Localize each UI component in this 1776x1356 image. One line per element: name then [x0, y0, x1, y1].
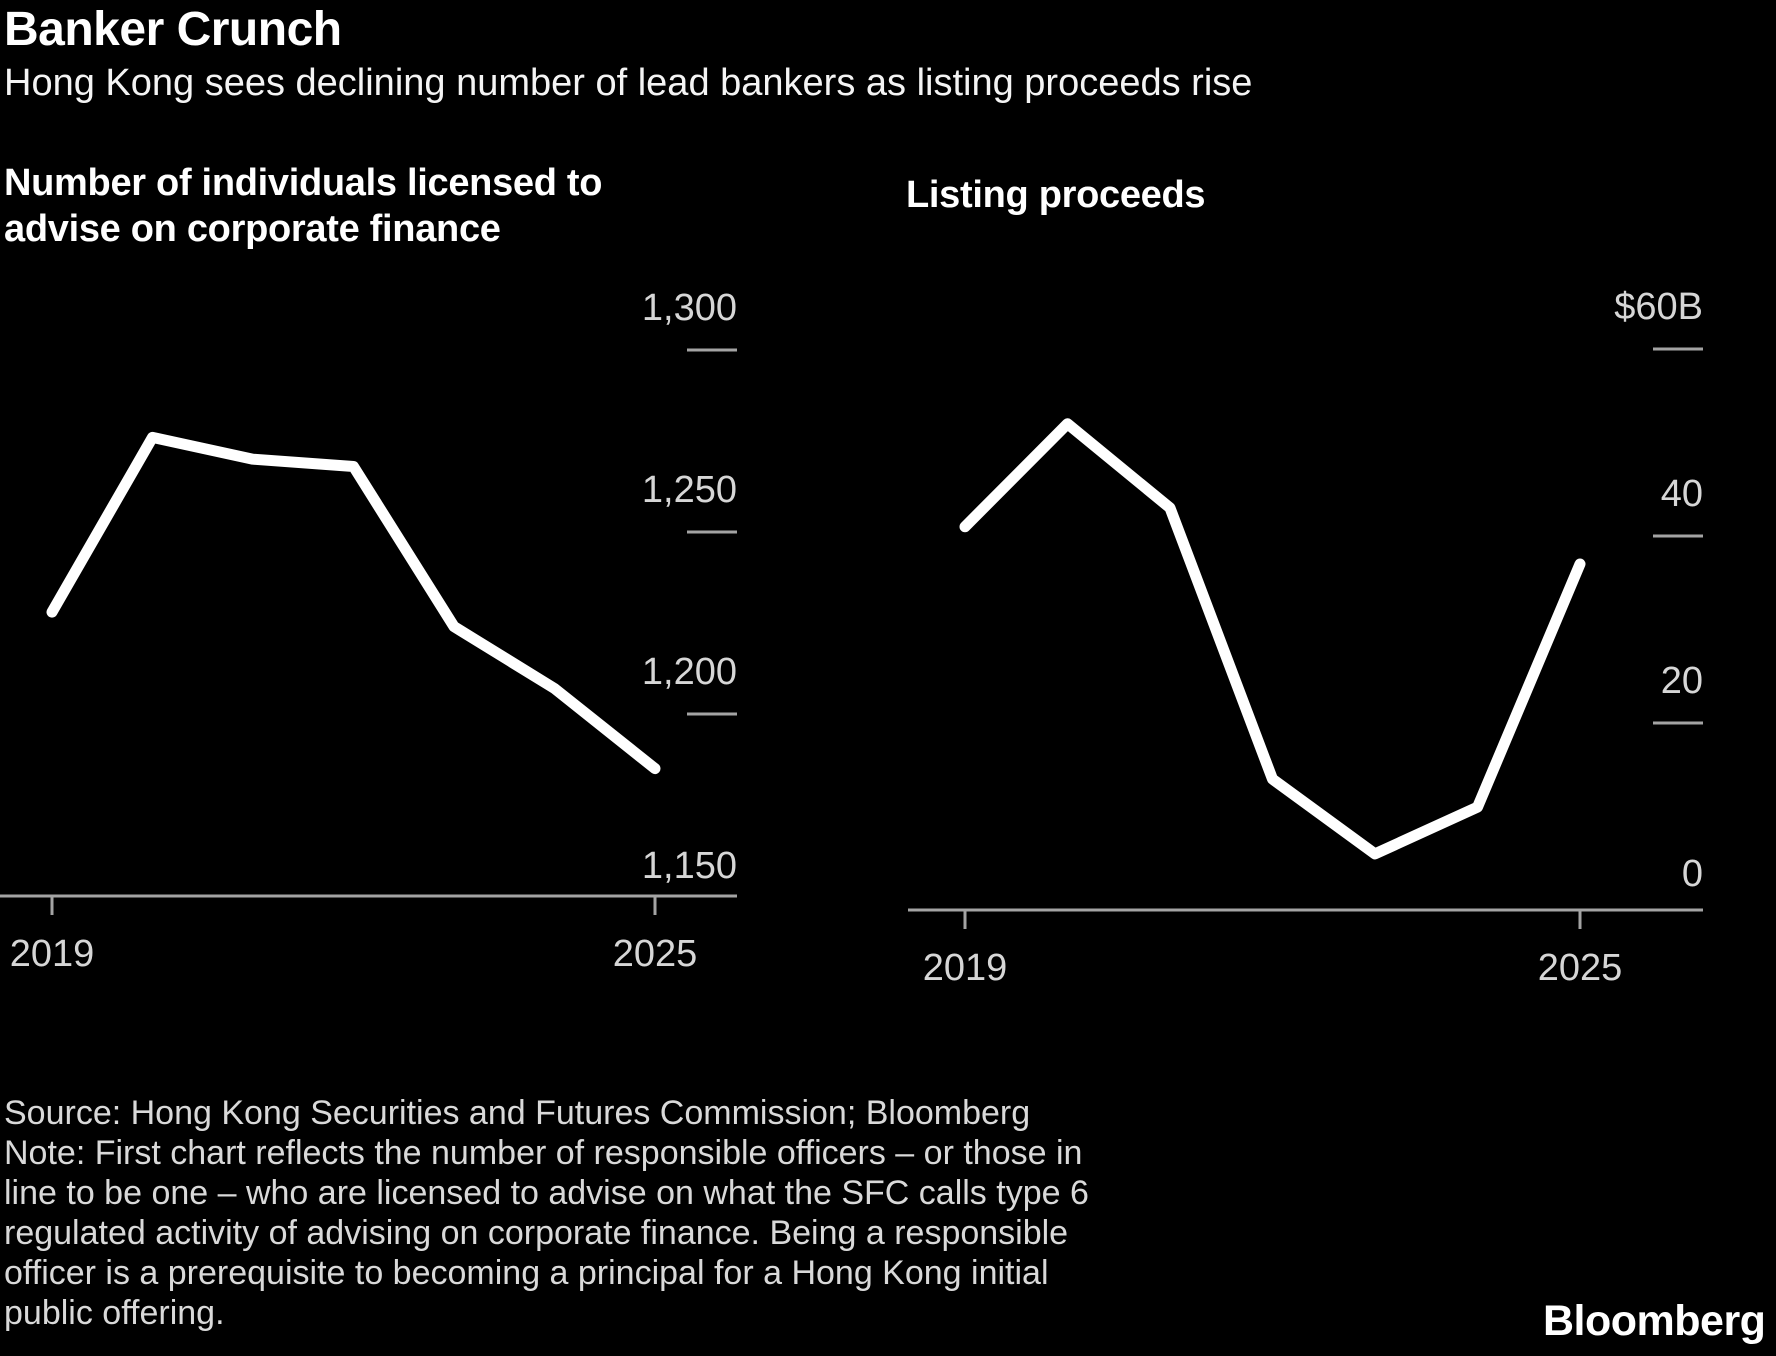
right-chart-title: Listing proceeds: [906, 172, 1606, 218]
page-subtitle: Hong Kong sees declining number of lead …: [4, 62, 1253, 104]
y-tick-label: 1,300: [642, 287, 737, 329]
y-tick-label: 0: [1682, 853, 1703, 895]
data-line: [46, 431, 661, 775]
bloomberg-logo: Bloomberg: [1543, 1297, 1766, 1345]
y-tick-label: 40: [1661, 473, 1703, 515]
footer-line: Source: Hong Kong Securities and Futures…: [4, 1094, 1031, 1132]
right-chart-title-line1: Listing proceeds: [906, 174, 1206, 216]
footer-source-note: Source: Hong Kong Securities and Futures…: [4, 1093, 1089, 1333]
y-tick-label: 1,150: [642, 845, 737, 887]
listing-proceeds-chart: 2019 2025 0 20 40 $60B: [908, 286, 1703, 989]
footer-line: regulated activity of advising on corpor…: [4, 1214, 1069, 1252]
left-chart-title: Number of individuals licensed to advise…: [4, 160, 724, 252]
left-chart-title-line2: advise on corporate finance: [4, 208, 501, 250]
x-tick-label: 2019: [10, 933, 95, 975]
y-tick-label: 1,250: [642, 469, 737, 511]
left-chart-title-line1: Number of individuals licensed to: [4, 162, 603, 204]
y-tick-label: 20: [1661, 660, 1703, 702]
licensed-individuals-chart: 2019 2025 1,150 1,200 1,250 1,300: [0, 287, 737, 975]
page-title: Banker Crunch: [4, 3, 342, 56]
footer-line: public offering.: [4, 1294, 225, 1332]
footer-line: officer is a prerequisite to becoming a …: [4, 1254, 1049, 1292]
footer-line: Note: First chart reflects the number of…: [4, 1134, 1083, 1172]
x-tick-label: 2025: [1538, 947, 1623, 989]
x-tick-label: 2019: [923, 947, 1008, 989]
y-tick-label: $60B: [1614, 286, 1703, 328]
x-tick-label: 2025: [613, 933, 698, 975]
footer-line: line to be one – who are licensed to adv…: [4, 1174, 1089, 1212]
data-line: [959, 418, 1586, 860]
y-tick-label: 1,200: [642, 651, 737, 693]
